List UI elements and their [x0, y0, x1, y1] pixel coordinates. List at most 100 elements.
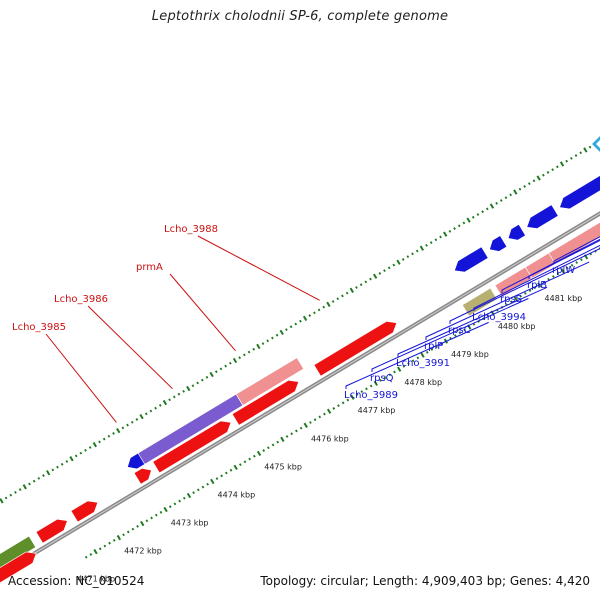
gene-feature[interactable]	[231, 379, 300, 426]
tick-row-inner	[295, 429, 298, 433]
tick-row-inner	[206, 482, 209, 486]
tick-row-outer	[191, 384, 195, 388]
tick-row-outer	[489, 203, 495, 209]
gene-feature[interactable]	[70, 500, 99, 523]
tick-row-inner	[379, 378, 382, 382]
tick-row-outer	[92, 442, 98, 448]
label-leader-line	[397, 286, 548, 357]
tick-row-outer	[574, 154, 578, 157]
tick-row-outer	[186, 385, 191, 392]
gene-feature[interactable]	[235, 357, 305, 406]
label-leader-line	[169, 273, 236, 352]
tick-row-outer	[112, 432, 115, 435]
tick-row-outer	[509, 193, 512, 197]
tick-row-outer	[228, 361, 232, 365]
tick-row-inner	[575, 261, 579, 264]
gene-label[interactable]: Lcho_3991	[396, 358, 450, 369]
tick-row-inner	[163, 506, 168, 513]
tick-row-inner	[243, 460, 247, 464]
tick-row-outer	[9, 493, 13, 497]
tick-row-inner	[566, 266, 569, 270]
tick-row-outer	[349, 287, 354, 293]
gene-label[interactable]: Lcho_3988	[164, 224, 218, 235]
gene-feature[interactable]	[526, 204, 559, 229]
gene-feature[interactable]	[454, 246, 489, 273]
gene-label[interactable]: rpsC	[448, 325, 471, 336]
tick-row-outer	[121, 426, 125, 430]
tick-row-outer	[313, 311, 316, 315]
tick-row-inner	[313, 418, 317, 422]
tick-row-outer	[476, 213, 480, 216]
tick-row-outer	[326, 301, 331, 307]
gene-feature[interactable]	[0, 551, 37, 588]
tick-row-outer	[0, 498, 4, 504]
gene-label[interactable]: Lcho_3989	[344, 390, 398, 401]
tick-row-outer	[471, 215, 475, 219]
gene-label[interactable]: prmA	[136, 262, 163, 273]
tick-row-outer	[144, 412, 148, 416]
gene-label[interactable]: rplB	[527, 280, 547, 291]
tick-row-outer	[247, 350, 251, 354]
tick-row-inner	[210, 478, 215, 485]
tick-row-inner	[332, 407, 336, 410]
tick-row-outer	[135, 418, 139, 421]
tick-row-outer	[162, 399, 168, 406]
gene-label[interactable]: Lcho_3985	[12, 322, 66, 333]
tick-row-inner	[93, 548, 98, 555]
tick-row-inner	[430, 348, 434, 351]
tick-row-outer	[434, 238, 438, 242]
gene-feature[interactable]	[559, 163, 600, 210]
tick-row-inner	[173, 502, 177, 506]
tick-row-outer	[546, 171, 550, 174]
label-leader-line	[501, 239, 600, 293]
tick-row-inner	[519, 294, 522, 298]
genome-backbone	[0, 211, 600, 577]
tick-row-inner	[453, 334, 457, 337]
tick-row-outer	[28, 482, 31, 486]
tick-row-inner	[122, 533, 125, 537]
tick-row-inner	[463, 328, 466, 332]
tick-row-inner	[280, 436, 285, 442]
tick-row-inner	[318, 415, 322, 419]
label-leader-line	[45, 333, 117, 423]
gene-label[interactable]: rplW	[552, 265, 575, 276]
gene-label[interactable]: Lcho_3986	[54, 294, 108, 305]
tick-row-outer	[308, 314, 312, 317]
tick-row-inner	[248, 457, 252, 461]
tick-row-outer	[299, 319, 302, 323]
tick-row-inner	[98, 547, 102, 551]
gene-feature[interactable]	[152, 420, 232, 474]
tick-row-outer	[102, 437, 106, 441]
tick-row-outer	[378, 272, 382, 275]
tick-row-outer	[565, 159, 569, 163]
tick-row-outer	[415, 249, 419, 253]
tick-row-outer	[209, 371, 214, 378]
label-leader-line	[449, 247, 600, 324]
tick-row-outer	[79, 451, 83, 455]
gene-feature[interactable]	[133, 468, 152, 485]
gene-label[interactable]: rpsS	[500, 294, 522, 305]
gene-feature[interactable]	[461, 287, 498, 317]
tick-row-outer	[396, 259, 401, 265]
gene-feature[interactable]	[489, 235, 508, 252]
tick-row-inner	[458, 331, 462, 335]
gene-feature[interactable]	[507, 223, 526, 241]
gene-label[interactable]: rpsQ	[370, 373, 394, 384]
gene-feature[interactable]	[548, 221, 600, 265]
label-leader-line	[473, 244, 600, 311]
tick-row-outer	[429, 241, 433, 244]
gene-feature[interactable]	[35, 518, 68, 544]
gene-label[interactable]: rplP	[424, 341, 443, 352]
tick-row-outer	[214, 370, 218, 374]
tick-row-outer	[51, 468, 55, 472]
tick-row-outer	[392, 263, 396, 267]
tick-row-inner	[556, 272, 560, 276]
gene-feature[interactable]	[313, 321, 398, 377]
tick-row-inner	[290, 432, 294, 436]
tick-row-inner	[140, 520, 145, 527]
gene-label[interactable]: Lcho_3994	[472, 312, 526, 323]
tick-row-outer	[359, 283, 363, 287]
tick-row-inner	[285, 435, 289, 438]
